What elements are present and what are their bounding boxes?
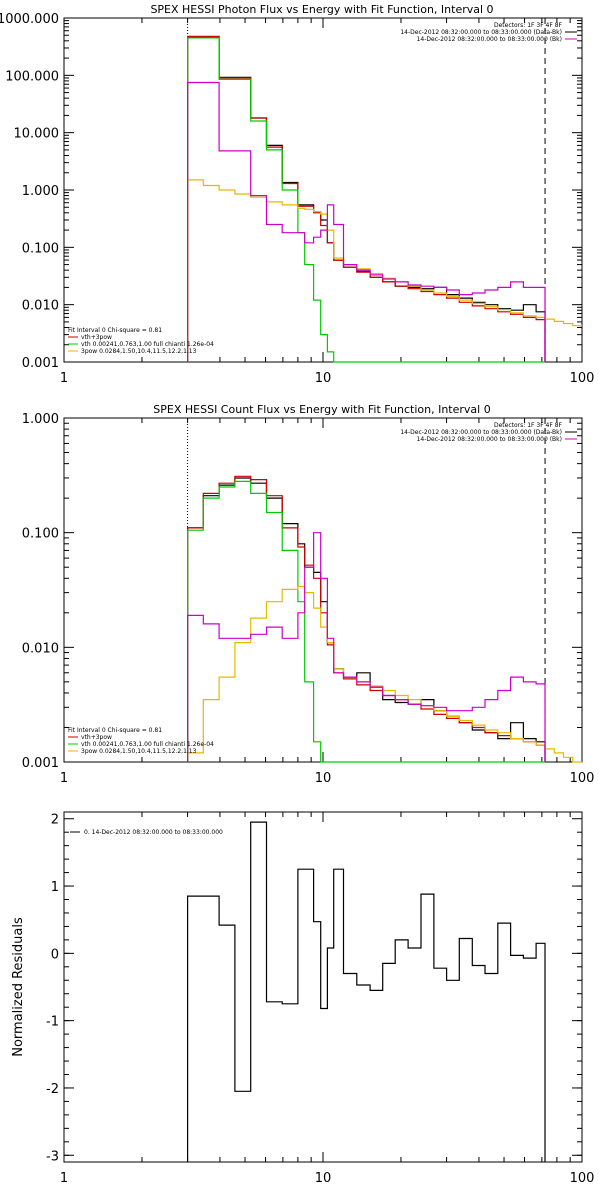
- count-flux-panel: SPEX HESSI Count Flux vs Energy with Fit…: [22, 403, 595, 786]
- legend-entry: 0. 14-Dec-2012 08:32:00.000 to 08:33:00.…: [84, 829, 223, 836]
- residuals-y-axis-label: Normalized Residuals: [11, 917, 26, 1057]
- legend-entry: vth 0.00241,0.763,1.00 full chianti 1.26…: [81, 341, 214, 348]
- photon-flux-title: SPEX HESSI Photon Flux vs Energy with Fi…: [150, 3, 493, 16]
- residuals-series: [187, 821, 546, 1162]
- y-tick-label: 1000.000: [0, 12, 59, 27]
- photon-flux-ticks: 1 10 100 0.001 0.010 0.100 1.000 10.000 100.000 1…: [0, 12, 594, 386]
- photon-flux-panel: SPEX HESSI Photon Flux vs Energy with Fi…: [0, 3, 594, 386]
- x-tick-label: 10: [315, 771, 332, 786]
- series-line-1: [187, 475, 546, 762]
- legend-entry: vth 0.00241,0.763,1.00 full chianti 1.26…: [81, 741, 214, 748]
- y-tick-label: 1: [51, 880, 59, 895]
- x-tick-label: 1: [60, 1171, 68, 1186]
- residuals-panel: Normalized Residuals 1 10 100 -3 -2 -1 0 1 2 0. …: [11, 811, 594, 1186]
- count-flux-ticks: 1 10 100 0.001 0.010 0.100 1.000: [22, 412, 595, 786]
- y-tick-label: 0.001: [22, 756, 59, 771]
- photon-flux-series: [187, 35, 582, 363]
- legend-entry: 14-Dec-2012 08:32:00.000 to 08:33:00.000…: [400, 29, 562, 36]
- y-tick-label: 0.010: [22, 299, 59, 314]
- legend-entry: Fit Interval 0 Chi-square = 0.81: [68, 727, 162, 734]
- y-tick-label: 10.000: [14, 127, 60, 142]
- series-line-2: [187, 480, 545, 763]
- x-tick-label: 1: [60, 771, 68, 786]
- series-line-1: [187, 35, 546, 362]
- y-tick-label: 0.100: [22, 527, 59, 542]
- legend-entry: 3pow 0.0284,1.50,10.4,11.5,12.2,1.13: [81, 348, 197, 355]
- legend-entry: Detectors: 1F 3F 4F 8F: [494, 22, 563, 29]
- y-tick-label: -3: [46, 1149, 59, 1164]
- legend-entry: Detectors: 1F 3F 4F 8F: [494, 422, 563, 429]
- x-tick-label: 10: [315, 371, 332, 386]
- count-flux-title: SPEX HESSI Count Flux vs Energy with Fit…: [153, 403, 490, 416]
- y-tick-label: -2: [46, 1082, 59, 1097]
- y-tick-label: 0: [51, 947, 59, 962]
- y-tick-label: 1.000: [22, 412, 59, 427]
- count-flux-legend-bottom-left: Fit Interval 0 Chi-square = 0.81vth+3pow…: [68, 727, 214, 755]
- x-tick-label: 100: [570, 371, 595, 386]
- y-tick-label: 0.010: [22, 641, 59, 656]
- residuals-legend: 0. 14-Dec-2012 08:32:00.000 to 08:33:00.…: [70, 829, 223, 836]
- series-line-4: [187, 81, 546, 362]
- residuals-ticks: 1 10 100 -3 -2 -1 0 1 2: [46, 812, 594, 1186]
- legend-entry: Fit Interval 0 Chi-square = 0.81: [68, 327, 162, 334]
- y-tick-label: 0.001: [22, 356, 59, 371]
- y-tick-label: 1.000: [22, 184, 59, 199]
- y-tick-label: -1: [46, 1015, 59, 1030]
- x-tick-label: 10: [315, 1171, 332, 1186]
- x-tick-label: 100: [570, 771, 595, 786]
- legend-entry: 14-Dec-2012 08:32:00.000 to 08:33:00.000…: [417, 436, 562, 443]
- y-tick-label: 2: [51, 813, 59, 828]
- x-tick-label: 100: [570, 1171, 595, 1186]
- count-flux-series: [187, 475, 582, 763]
- legend-entry: vth+3pow: [81, 734, 112, 741]
- series-line-4: [187, 532, 546, 762]
- series-line-2: [187, 37, 545, 363]
- legend-entry: 3pow 0.0284,1.50,10.4,11.5,12.2,1.13: [81, 748, 197, 755]
- photon-flux-legend-bottom-left: Fit Interval 0 Chi-square = 0.81vth+3pow…: [68, 327, 214, 355]
- legend-entry: vth+3pow: [81, 334, 112, 341]
- legend-entry: 14-Dec-2012 08:32:00.000 to 08:33:00.000…: [417, 36, 562, 43]
- legend-entry: 14-Dec-2012 08:32:00.000 to 08:33:00.000…: [400, 429, 562, 436]
- y-tick-label: 100.000: [5, 69, 59, 84]
- series-line-0: [187, 821, 546, 1162]
- y-tick-label: 0.100: [22, 241, 59, 256]
- x-tick-label: 1: [60, 371, 68, 386]
